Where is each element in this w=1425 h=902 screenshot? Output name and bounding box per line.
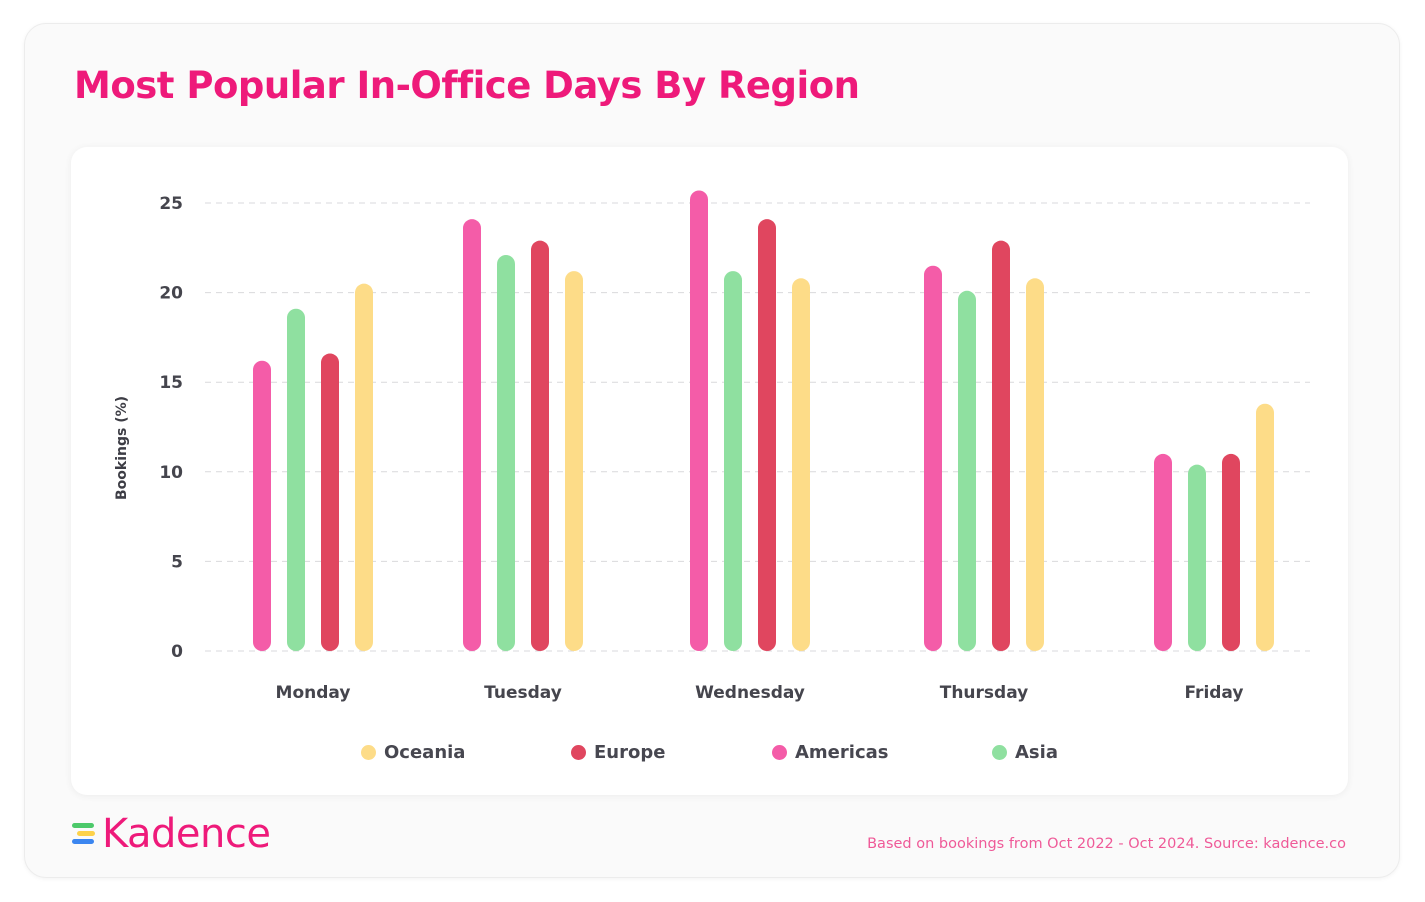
bar-europe-wednesday <box>758 219 776 652</box>
bar-asia-wednesday <box>724 271 742 651</box>
x-tick-label: Tuesday <box>484 683 562 703</box>
kadence-logo: Kadence <box>72 812 271 856</box>
grid-lines <box>205 202 1310 652</box>
legend-swatch <box>772 745 787 760</box>
y-tick-label: 25 <box>159 194 183 214</box>
y-tick-label: 15 <box>159 373 183 393</box>
x-axis-ticks: Monday Tuesday Wednesday Thursday Friday <box>276 683 1244 703</box>
bar-asia-thursday <box>958 290 976 651</box>
legend-item-europe: Europe <box>571 742 665 763</box>
page-title: Most Popular In-Office Days By Region <box>74 64 860 107</box>
y-tick-label: 10 <box>159 463 183 483</box>
legend-swatch <box>571 745 586 760</box>
bar-europe-thursday <box>992 240 1010 651</box>
bars <box>253 190 1274 652</box>
legend-label: Oceania <box>384 742 466 763</box>
bar-oceania-tuesday <box>565 271 583 651</box>
bar-oceania-thursday <box>1026 278 1044 651</box>
x-tick-label: Monday <box>276 683 351 703</box>
bar-americas-friday <box>1154 453 1172 651</box>
chart-legend: Oceania Europe Americas Asia <box>0 742 1425 768</box>
bar-asia-friday <box>1188 464 1206 651</box>
legend-item-americas: Americas <box>772 742 888 763</box>
bar-oceania-wednesday <box>792 278 810 651</box>
legend-swatch <box>992 745 1007 760</box>
logo-wordmark: Kadence <box>102 811 271 857</box>
x-tick-label: Friday <box>1185 683 1244 703</box>
bar-americas-tuesday <box>463 219 481 652</box>
y-tick-label: 0 <box>171 642 183 662</box>
bar-europe-friday <box>1222 453 1240 651</box>
kadence-logo-mark-icon <box>72 821 100 847</box>
legend-label: Americas <box>795 742 889 763</box>
legend-item-asia: Asia <box>992 742 1058 763</box>
x-tick-label: Wednesday <box>695 683 805 703</box>
bar-oceania-friday <box>1256 403 1274 651</box>
legend-label: Europe <box>594 742 666 763</box>
x-tick-label: Thursday <box>940 683 1029 703</box>
source-footnote: Based on bookings from Oct 2022 - Oct 20… <box>867 836 1346 852</box>
bar-asia-monday <box>287 308 305 651</box>
y-tick-label: 5 <box>171 552 183 572</box>
bar-americas-wednesday <box>690 190 708 651</box>
legend-label: Asia <box>1015 742 1058 763</box>
y-axis-ticks: 0 5 10 15 20 25 <box>159 194 183 662</box>
bar-americas-monday <box>253 360 271 651</box>
bar-europe-monday <box>321 353 339 651</box>
legend-item-oceania: Oceania <box>361 742 465 763</box>
chart-panel <box>71 147 1348 795</box>
bar-asia-tuesday <box>497 254 515 651</box>
bar-europe-tuesday <box>531 240 549 651</box>
legend-swatch <box>361 745 376 760</box>
y-tick-label: 20 <box>159 284 183 304</box>
bar-americas-thursday <box>924 265 942 651</box>
bar-oceania-monday <box>355 283 373 651</box>
y-axis-label: Bookings (%) <box>114 396 130 500</box>
